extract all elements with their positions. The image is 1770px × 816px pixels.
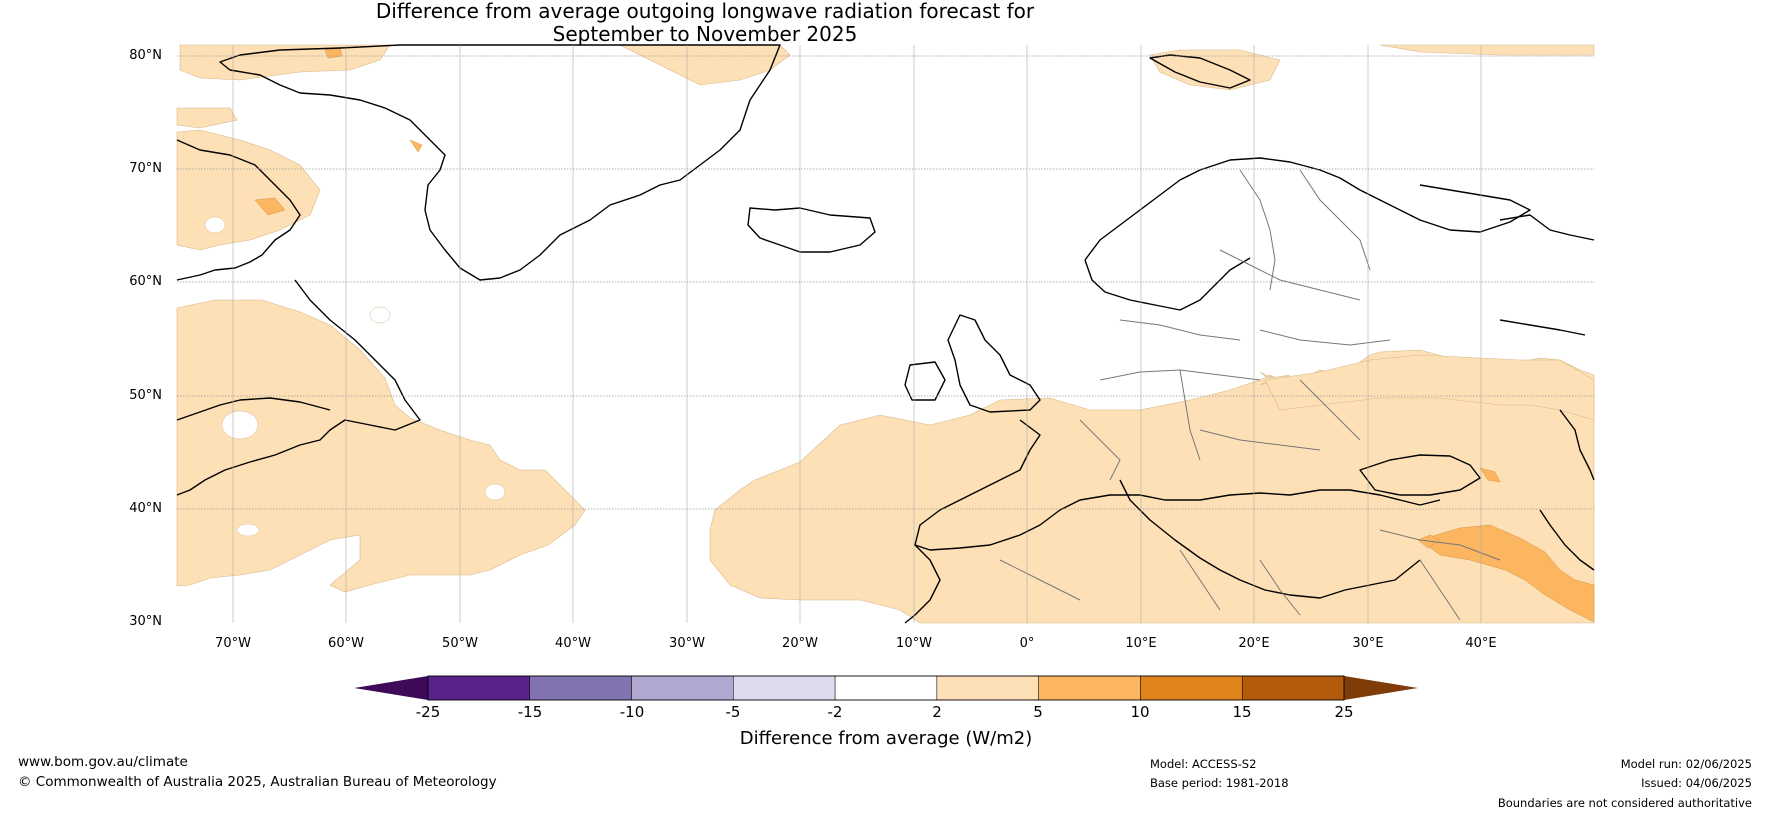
colorbar-bin: [834, 675, 938, 701]
lon-label-10e: 10°E: [1125, 636, 1157, 651]
colorbar-extend-low: [354, 676, 428, 700]
graticule: [177, 55, 1594, 510]
lon-label-0: 0°: [1019, 636, 1035, 651]
colorbar-bin: [1140, 675, 1243, 701]
lon-label-30w: 30°W: [669, 636, 705, 651]
lat-label-80n: 80°N: [129, 48, 162, 63]
colorbar-tick-label: -2: [827, 703, 843, 721]
colorbar-tick-label: 15: [1232, 703, 1252, 721]
lon-label-20w: 20°W: [782, 636, 818, 651]
lon-label-50w: 50°W: [442, 636, 478, 651]
colorbar: [354, 675, 1418, 701]
title-line-1: Difference from average outgoing longwav…: [375, 0, 1035, 23]
colorbar-bin: [529, 675, 632, 701]
lon-label-30e: 30°E: [1352, 636, 1384, 651]
model-run-text: Model run: 02/06/2025: [1620, 757, 1752, 771]
colorbar-bin: [1038, 675, 1141, 701]
lat-label-50n: 50°N: [129, 388, 162, 403]
disclaimer-text: Boundaries are not considered authoritat…: [1497, 796, 1752, 810]
colorbar-tick-label: -5: [725, 703, 741, 721]
map-area: [176, 44, 1595, 624]
country-borders: [999, 169, 1501, 621]
colorbar-extend-high: [1344, 676, 1418, 700]
lon-label-70w: 70°W: [215, 636, 251, 651]
colorbar-tick-label: 25: [1334, 703, 1354, 721]
lat-label-70n: 70°N: [129, 161, 162, 176]
colorbar-bin: [631, 675, 734, 701]
issued-text: Issued: 04/06/2025: [1641, 776, 1752, 790]
colorbar-bin: [427, 675, 531, 701]
lat-label-60n: 60°N: [129, 274, 162, 289]
copyright-text: © Commonwealth of Australia 2025, Austra…: [18, 774, 497, 790]
colorbar-tick-label: -25: [415, 703, 441, 721]
lon-label-40w: 40°W: [555, 636, 591, 651]
coastlines: [176, 44, 1595, 624]
title-line-2: September to November 2025: [552, 22, 858, 46]
colorbar-tick-label: 2: [932, 703, 942, 721]
colorbar-bin: [733, 675, 836, 701]
lat-label-30n: 30°N: [129, 614, 162, 629]
colorbar-bin: [1241, 675, 1345, 701]
base-period-text: Base period: 1981-2018: [1150, 776, 1289, 790]
colorbar-bin: [936, 675, 1039, 701]
colorbar-title: Difference from average (W/m2): [739, 728, 1033, 749]
anomaly-shading-light: [176, 44, 1595, 624]
colorbar-tick-label: 10: [1130, 703, 1150, 721]
lon-label-40e: 40°E: [1465, 636, 1497, 651]
map-title: Difference from average outgoing longwav…: [0, 0, 1410, 46]
colorbar-tick-label: 5: [1033, 703, 1043, 721]
lon-label-20e: 20°E: [1238, 636, 1270, 651]
lon-label-10w: 10°W: [896, 636, 932, 651]
meridians: [232, 45, 1482, 623]
colorbar-tick-label: -15: [517, 703, 543, 721]
website-link[interactable]: www.bom.gov.au/climate: [18, 754, 188, 770]
model-text: Model: ACCESS-S2: [1150, 757, 1257, 771]
lat-label-40n: 40°N: [129, 501, 162, 516]
colorbar-tick-label: -10: [619, 703, 645, 721]
lon-label-60w: 60°W: [328, 636, 364, 651]
